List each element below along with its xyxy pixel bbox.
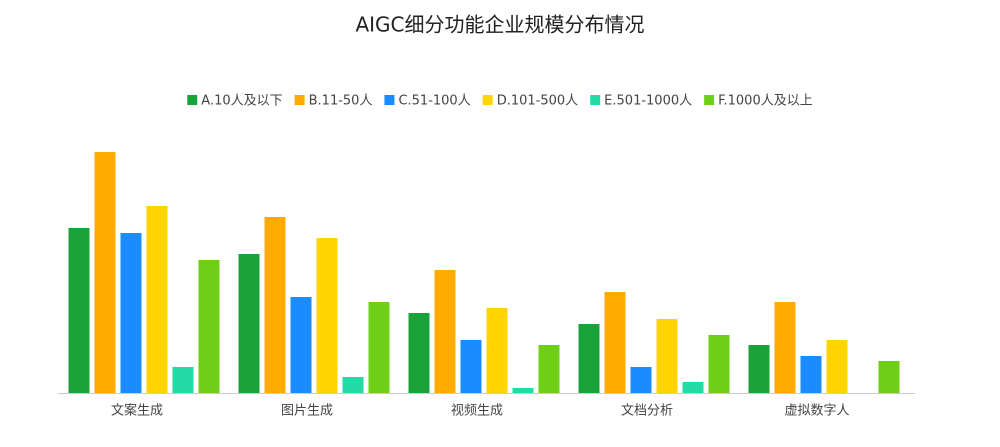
bar <box>486 308 508 393</box>
bar <box>368 302 390 393</box>
legend-swatch <box>187 95 198 105</box>
bar <box>316 238 338 393</box>
bar <box>434 270 456 393</box>
bar <box>800 356 822 393</box>
x-tick-label: 图片生成 <box>281 404 333 419</box>
bar <box>826 340 848 393</box>
bar <box>512 388 534 393</box>
bar <box>682 382 704 393</box>
legend-label: A.10人及以下 <box>201 94 282 109</box>
bar <box>708 335 730 393</box>
bar <box>630 367 652 393</box>
bar <box>342 377 364 393</box>
bar <box>538 345 560 393</box>
bar <box>120 233 142 393</box>
bar <box>198 260 220 393</box>
bar <box>146 206 168 393</box>
legend-label: D.101-500人 <box>497 94 578 109</box>
x-tick-label: 虚拟数字人 <box>784 404 849 419</box>
bar <box>578 324 600 393</box>
bar <box>604 292 626 393</box>
legend-label: B.11-50人 <box>309 94 373 109</box>
bar <box>68 228 90 393</box>
bar <box>408 313 430 393</box>
legend-swatch <box>482 95 493 105</box>
bar <box>290 297 312 393</box>
bar <box>94 152 116 393</box>
legend-swatch <box>294 95 305 105</box>
bar <box>774 302 796 393</box>
chart-title: AIGC细分功能企业规模分布情况 <box>355 13 644 37</box>
bar <box>878 361 900 393</box>
bar <box>748 345 770 393</box>
x-tick-label: 文案生成 <box>111 404 163 419</box>
legend-swatch <box>704 95 715 105</box>
legend-label: C.51-100人 <box>398 94 470 109</box>
legend-label: F.1000人及以上 <box>718 94 813 109</box>
bar <box>656 319 678 393</box>
legend: A.10人及以下 B.11-50人 C.51-100人 D.101-500人 E.501… <box>187 94 813 109</box>
legend-swatch <box>384 95 395 105</box>
bar <box>460 340 482 393</box>
x-tick-label: 视频生成 <box>451 404 503 419</box>
x-tick-label: 文档分析 <box>621 404 673 419</box>
legend-swatch <box>590 95 601 105</box>
bar <box>172 367 194 393</box>
bar <box>238 254 260 393</box>
legend-label: E.501-1000人 <box>604 94 692 109</box>
bar <box>264 217 286 393</box>
